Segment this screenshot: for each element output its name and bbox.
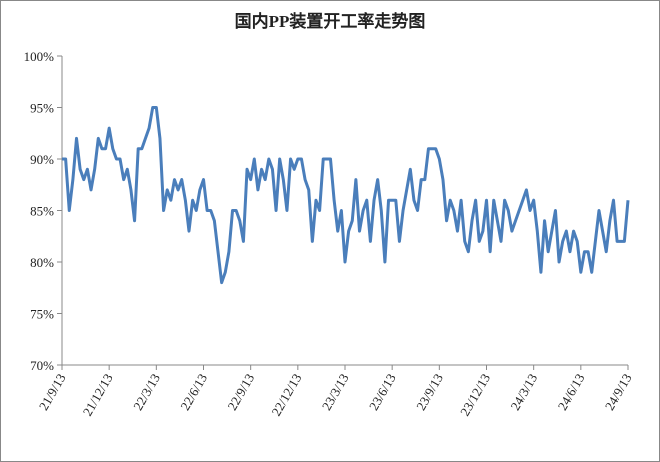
y-tick-label: 85% bbox=[30, 204, 54, 219]
y-tick-label: 75% bbox=[30, 307, 54, 322]
y-tick-label: 80% bbox=[30, 255, 54, 270]
y-tick-label: 95% bbox=[30, 101, 54, 116]
data-line bbox=[62, 106, 630, 285]
chart-title: 国内PP装置开工率走势图 bbox=[235, 11, 426, 31]
y-tick-label: 90% bbox=[30, 152, 54, 167]
y-tick-label: 70% bbox=[30, 358, 54, 373]
y-tick-label: 100% bbox=[24, 49, 55, 64]
